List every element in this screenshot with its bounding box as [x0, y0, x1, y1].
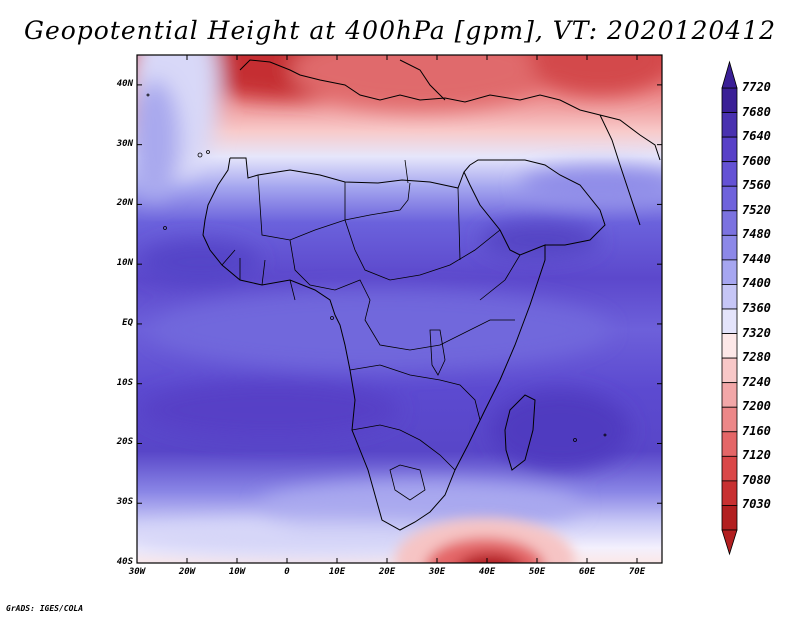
map-frame: [136, 54, 663, 564]
colorbar-label: 7030: [742, 497, 771, 512]
colorbar-segment: [721, 161, 738, 187]
cape-verde-island: [163, 226, 167, 230]
colorbar-segment: [721, 185, 738, 212]
colorbar-label: 7360: [742, 301, 771, 315]
colorbar-label: 7280: [742, 350, 771, 365]
colorbar-label: 7320: [742, 325, 771, 340]
colorbar-arrow-top: [721, 60, 738, 89]
lon-label: 60E: [578, 567, 596, 577]
colorbar-label: 7240: [742, 374, 771, 389]
trough-south-mid: [425, 538, 545, 563]
colorbar-segment: [721, 431, 738, 457]
lat-label: EQ: [122, 317, 133, 328]
colorbar-segment: [721, 505, 738, 531]
east-borders: [404, 159, 521, 301]
lat-label: 30S: [116, 497, 133, 508]
colorbar-label: 7520: [742, 202, 771, 217]
colorbar-segment: [721, 308, 738, 334]
colorbar-segment: [721, 357, 738, 384]
madagascar-coast: [504, 394, 536, 471]
west-borders: [221, 249, 296, 301]
axis-ticks: [136, 55, 662, 564]
island-layer: [146, 93, 607, 442]
colorbar-segment: [721, 284, 738, 310]
azores-island: [146, 93, 150, 97]
southern-high-east: [490, 390, 630, 470]
trough-south-core: [459, 553, 521, 563]
colorbar-label: 7560: [742, 178, 771, 193]
reunion-island: [603, 433, 607, 437]
colorbar-label: 7720: [742, 80, 771, 94]
colorbar-segment: [721, 112, 738, 138]
trough-north-east: [530, 55, 662, 95]
colorbar-segment: [721, 480, 738, 506]
colorbar: [721, 60, 738, 556]
colorbar-segment: [721, 455, 738, 482]
colorbar-label: 7120: [742, 448, 771, 463]
italy-coast: [399, 59, 446, 101]
lon-label: 10E: [328, 567, 346, 577]
colorbar-label: 7640: [742, 129, 771, 144]
canary-island: [197, 152, 203, 158]
colorbar-segment: [721, 382, 738, 408]
india-gradient: [520, 167, 662, 203]
lat-label: 20N: [116, 198, 133, 209]
south-gradient: [260, 480, 580, 530]
arabia-coast: [469, 159, 606, 246]
colorbar-segment: [721, 406, 738, 433]
lon-label: 0: [284, 567, 290, 577]
lon-label: 40E: [478, 567, 496, 577]
ridge-atlantic-lobe: [137, 80, 180, 200]
gulf-island: [330, 316, 334, 320]
mauritius-island: [573, 438, 577, 442]
lon-label: 70E: [628, 567, 646, 577]
lon-label: 10W: [228, 567, 246, 577]
west-africa-high: [140, 240, 260, 284]
lat-label: 20S: [116, 437, 133, 448]
height-field: [137, 55, 662, 563]
southern-high-west: [140, 382, 400, 438]
chart-title: Geopotential Height at 400hPa [gpm], VT:…: [23, 16, 777, 45]
colorbar-label: 7080: [742, 472, 771, 487]
colorbar-segment: [721, 136, 738, 163]
colorbar-label: 7440: [742, 251, 771, 266]
canary-island-2: [206, 150, 210, 154]
lat-label: 10N: [116, 258, 133, 269]
colorbar-label: 7400: [742, 276, 771, 291]
colorbar-segment: [721, 234, 738, 261]
colorbar-label: 7600: [742, 153, 771, 168]
lat-label: 40N: [116, 78, 133, 89]
europe-coast: [239, 59, 661, 161]
colorbar-label: 7680: [742, 104, 771, 119]
lon-label: 20E: [378, 567, 396, 577]
persia-coast: [599, 114, 641, 226]
lake-region: [429, 329, 446, 376]
equatorial-belt: [150, 290, 610, 370]
lon-label: 50E: [528, 567, 546, 577]
southern-africa-borders: [389, 464, 426, 501]
africa-coast: [202, 157, 546, 531]
lat-label: 30N: [116, 138, 133, 149]
country-border-layer: [221, 159, 521, 501]
colorbar-segment: [721, 333, 738, 359]
lon-label: 20W: [178, 567, 196, 577]
lon-label: 30E: [428, 567, 446, 577]
sahel-borders: [344, 182, 501, 281]
colorbar-segment: [721, 259, 738, 285]
lat-label: 40S: [116, 557, 133, 567]
lon-label: 30W: [128, 567, 146, 577]
colorbar-label: 7480: [742, 227, 771, 242]
colorbar-segment: [721, 210, 738, 236]
south-central-borders: [349, 364, 481, 421]
colorbar-label: 7200: [742, 399, 771, 414]
south-borders: [351, 424, 456, 471]
lat-label: 10S: [116, 377, 133, 388]
central-borders: [289, 239, 515, 351]
colorbar-arrow-bottom: [721, 529, 738, 556]
credit-label: GrADS: IGES/COLA: [6, 604, 84, 613]
colorbar-label: 7160: [742, 423, 771, 438]
colorbar-segment: [721, 87, 738, 113]
